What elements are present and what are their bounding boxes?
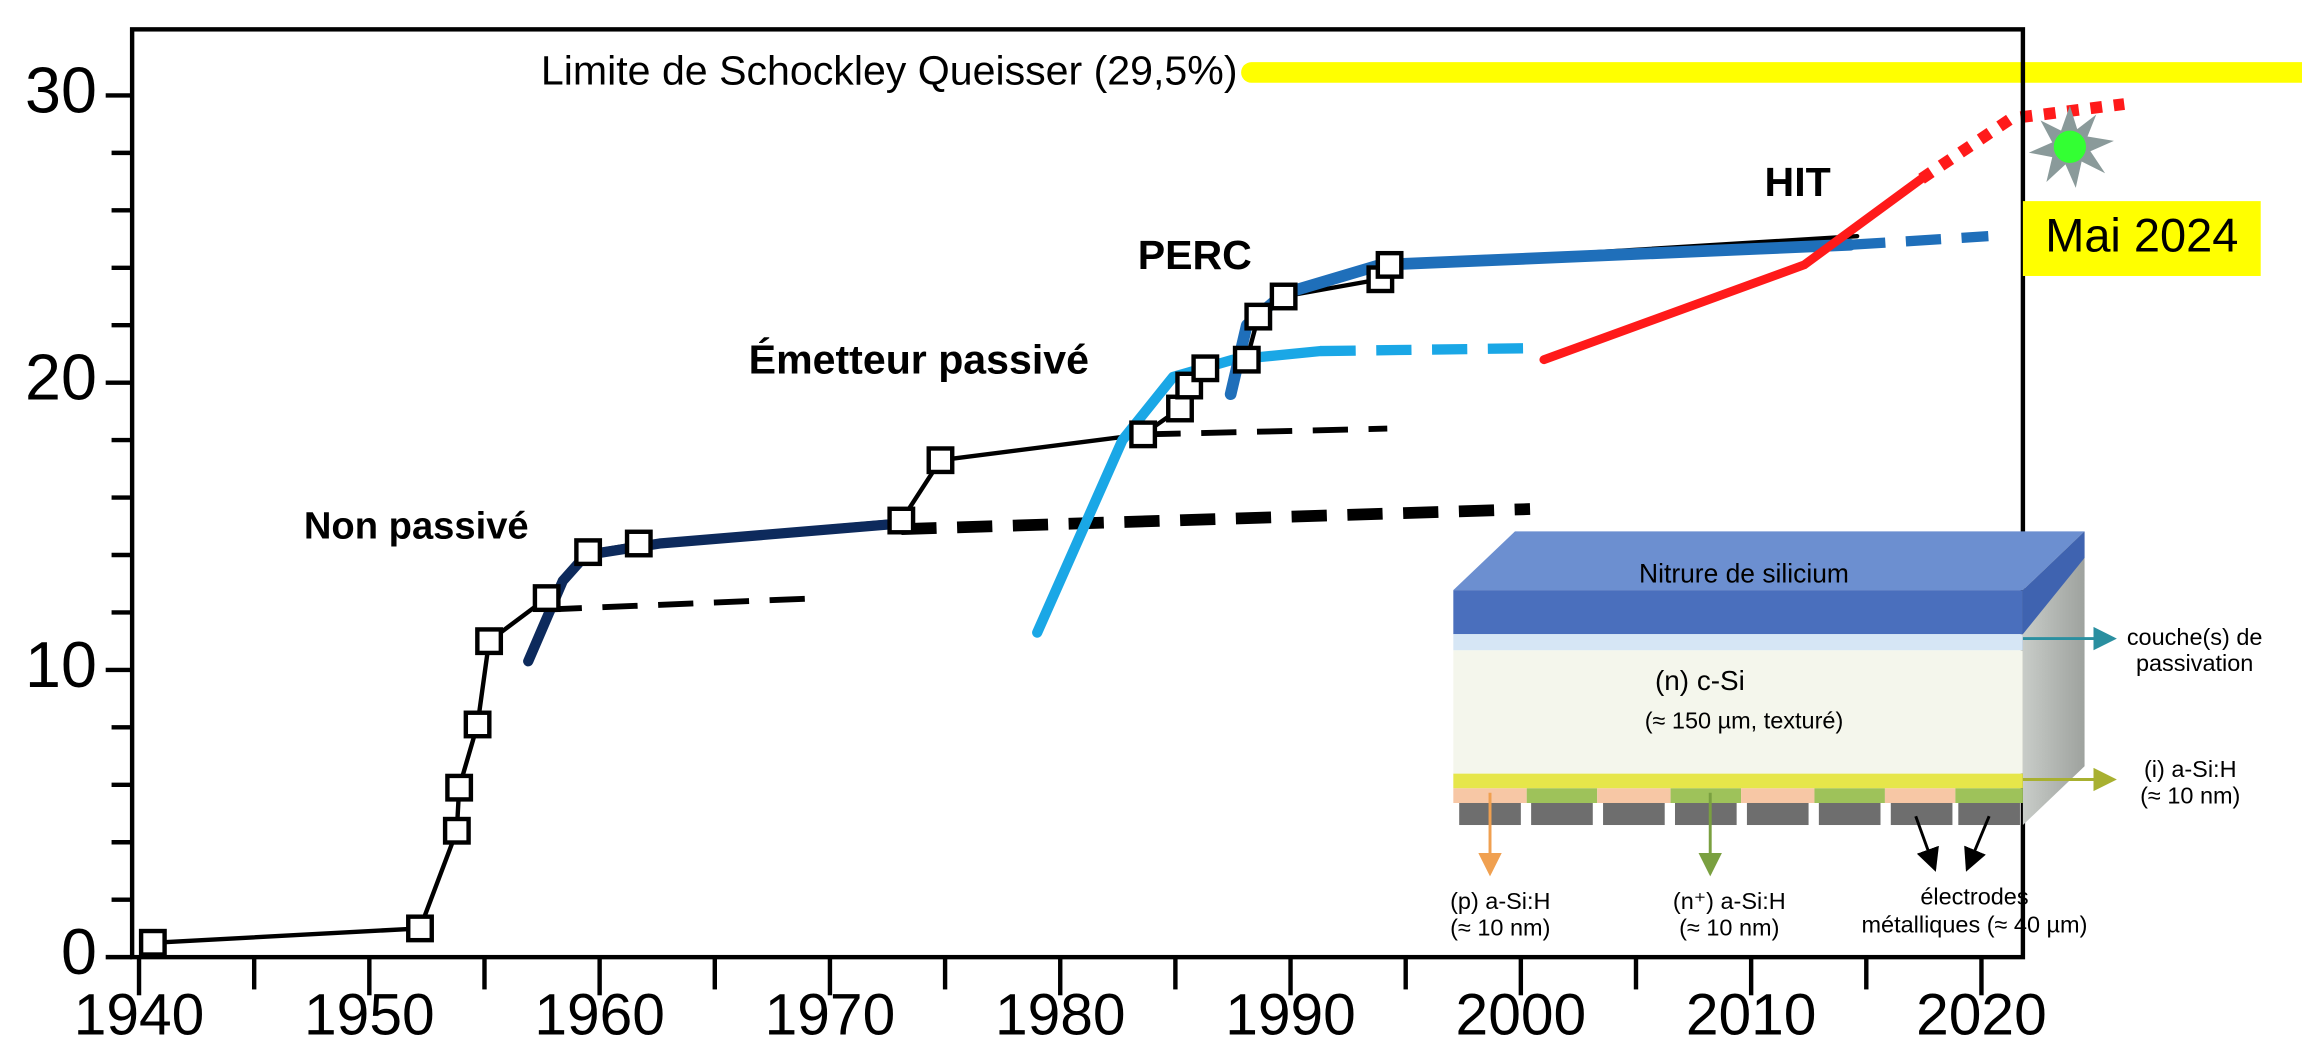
p-strip [1741, 788, 1815, 803]
date-box [2022, 201, 2261, 276]
inset-label: (≈ 150 µm, texturé) [1645, 707, 1844, 733]
data-marker [1191, 354, 1220, 383]
inset-label: (i) a-Si:H [2144, 756, 2237, 782]
inset-diagram: Nitrure de silicium (n) c-Si (≈ 150 µm, … [1450, 531, 2262, 940]
data-marker [138, 928, 167, 957]
annotation: Non passivé [304, 505, 529, 548]
series-line [1145, 425, 1388, 438]
electrode [1674, 802, 1737, 826]
series-line [1224, 238, 1857, 401]
data-marker [442, 816, 471, 845]
inset-label: (n) c-Si [1655, 665, 1745, 696]
annotation: HIT [1765, 159, 1831, 205]
x-tick-label: 2010 [1686, 982, 1817, 1047]
lines [138, 62, 2302, 957]
inset-label: Nitrure de silicium [1639, 558, 1849, 588]
data-marker [463, 710, 492, 739]
data-marker [1375, 250, 1404, 279]
inset-label: (≈ 10 nm) [1679, 914, 1779, 940]
data-marker [445, 773, 474, 802]
n-strip [1526, 788, 1598, 803]
data-marker [1129, 420, 1158, 449]
x-tick-label: 1960 [534, 982, 665, 1047]
data-marker [624, 529, 653, 558]
y-tick-label: 10 [25, 629, 97, 701]
inset-label: passivation [2136, 650, 2253, 676]
y-tick-label: 20 [25, 342, 97, 414]
layer-i [1453, 773, 2023, 789]
electrode [1746, 802, 1809, 826]
plot-root: 1940 1950 1960 1970 1980 1990 2000 2010 2020 0 10 2… [25, 27, 2302, 1047]
layer-passivation [1453, 634, 2023, 651]
inset-label: (p) a-Si:H [1450, 888, 1550, 914]
data-marker [1232, 345, 1261, 374]
electrode [1958, 802, 2020, 826]
inset-label: (n⁺) a-Si:H [1673, 888, 1786, 914]
series-line [1032, 345, 1326, 638]
series-line [546, 595, 821, 613]
axes: 1940 1950 1960 1970 1980 1990 2000 2010 2020 0 10 2… [25, 27, 2047, 1047]
annotation: Émetteur passivé [749, 336, 1089, 382]
inset-label: métalliques (≈ 40 µm) [1861, 912, 2087, 938]
layer-top-face [1453, 531, 2085, 591]
electrodes [1459, 802, 2020, 826]
inset-label: (≈ 10 nm) [1450, 914, 1550, 940]
annotation: Limite de Schockley Queisser (29,5%) [541, 47, 1238, 93]
data-marker [926, 446, 955, 475]
data-marker [406, 914, 434, 943]
layer-csi [1453, 650, 2023, 774]
data-marker [574, 538, 603, 567]
n-strip [1814, 788, 1885, 803]
annotation: Mai 2024 [2045, 209, 2238, 262]
x-tick-label: 1950 [304, 982, 435, 1047]
layer-side-blue [2022, 531, 2085, 635]
x-tick-label: 1940 [74, 982, 205, 1047]
inset-label: (≈ 10 nm) [2140, 782, 2240, 808]
x-tick-label: 1990 [1225, 982, 1356, 1047]
electrode [1531, 802, 1593, 826]
inset-label: électrodes [1920, 884, 2028, 910]
arrow [1964, 815, 1991, 872]
arrow [1914, 815, 1939, 872]
layer-pn [1453, 788, 2023, 803]
x-tick-label: 1970 [765, 982, 896, 1047]
x-tick-label: 1980 [995, 982, 1126, 1047]
y-tick-label: 0 [61, 916, 97, 988]
annotation: PERC [1138, 232, 1252, 278]
electrode [1890, 802, 1953, 826]
p-strip [1884, 788, 1956, 803]
plot-frame [129, 27, 2026, 960]
data-marker [887, 506, 916, 535]
data-marker [1269, 282, 1298, 311]
annotations: Limite de Schockley Queisser (29,5%) Non … [304, 47, 2261, 548]
n-strip [1670, 788, 1742, 803]
x-tick-label: 2020 [1916, 982, 2047, 1047]
series-line [1320, 343, 1533, 357]
n-strip [1955, 788, 2023, 803]
series-line [901, 503, 1531, 536]
layer-nitride [1453, 590, 2023, 635]
data-marker [1244, 302, 1273, 331]
data-marker [532, 584, 561, 613]
y-tick-label: 30 [25, 54, 97, 126]
series-line [1849, 231, 1989, 250]
x-tick-label: 2000 [1456, 982, 1587, 1047]
electrode [1818, 802, 1881, 826]
data-marker [475, 627, 504, 656]
electrode [1603, 802, 1665, 826]
star-center [2053, 130, 2087, 163]
inset-label: couche(s) de [2127, 624, 2263, 650]
series-line [1539, 174, 1926, 365]
data-marker [1166, 394, 1194, 423]
p-strip [1597, 788, 1671, 803]
